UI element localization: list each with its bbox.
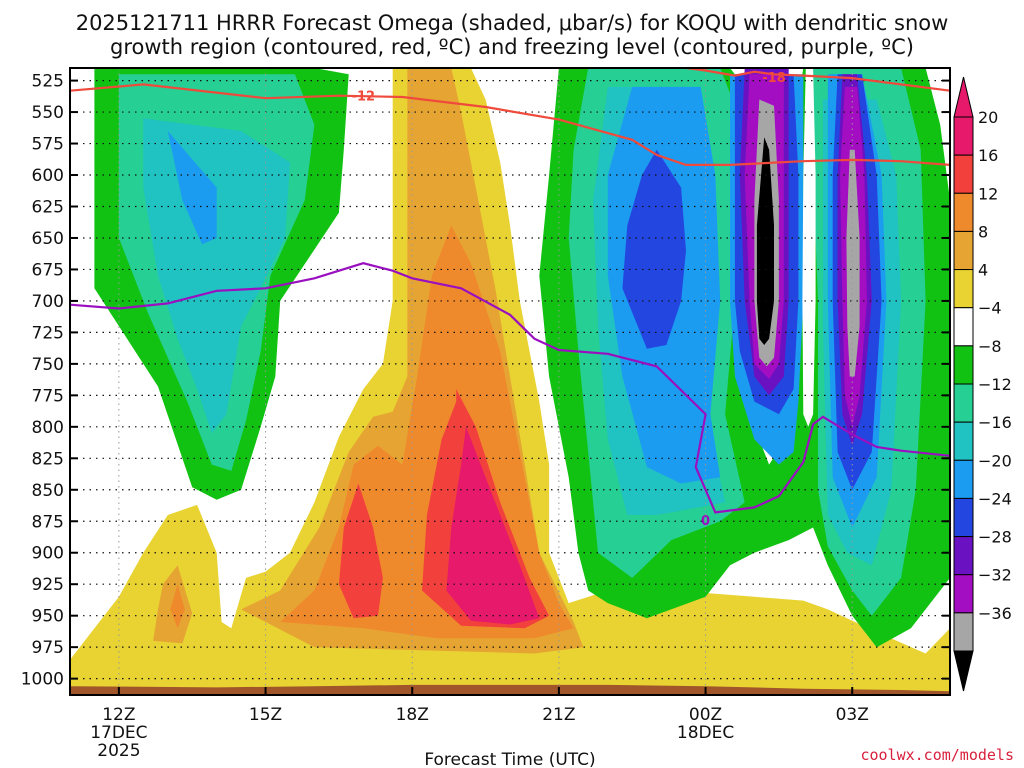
- y-tick-label-850: 850: [32, 481, 64, 501]
- colorbar-swatch-9: [953, 459, 974, 499]
- colorbar-arrow-bottom: [953, 650, 974, 692]
- x-tick-year-12Z: 2025: [97, 741, 140, 761]
- contour-dgz-minus12: [70, 83, 950, 166]
- omega-region-28: [846, 149, 860, 377]
- y-tick-label-625: 625: [32, 197, 64, 217]
- y-tick-label-525: 525: [32, 72, 64, 92]
- grid-lines: [70, 68, 950, 695]
- contour-label-dgz-minus12: -12: [352, 90, 376, 105]
- colorbar-label-13: −36: [978, 604, 1012, 623]
- contour-label-freezing-level: 0: [701, 514, 710, 529]
- omega-region-30: [802, 68, 816, 427]
- colorbar-label-1: 16: [978, 146, 998, 165]
- y-tick-label-950: 950: [32, 607, 64, 627]
- colorbar-swatch-12: [953, 574, 974, 614]
- colorbar-swatch-6: [953, 345, 974, 385]
- colorbar-swatch-8: [953, 421, 974, 461]
- colorbar-arrow-top: [953, 76, 974, 118]
- colorbar: 20 16 12 8 4 −4 −8 −12 −16 −20 −24 −28 −32 −36: [953, 76, 1012, 692]
- contour-freezing-level: [70, 262, 950, 514]
- colorbar-label-6: −8: [978, 337, 1002, 356]
- chart-title-line2: growth region (contoured, red, ºC) and f…: [110, 35, 914, 59]
- x-tick-label-15Z: 15Z: [249, 705, 282, 725]
- colorbar-label-11: −28: [978, 528, 1012, 547]
- omega-region-19: [622, 149, 686, 349]
- chart-title-line1: 2025121711 HRRR Forecast Omega (shaded, …: [76, 11, 949, 35]
- x-axis-label: Forecast Time (UTC): [424, 750, 595, 768]
- colorbar-label-8: −16: [978, 413, 1012, 432]
- credit-text: coolwx.com/models: [860, 746, 1014, 764]
- x-tick-label-21Z: 21Z: [542, 705, 575, 725]
- omega-region-9: [446, 426, 540, 625]
- y-tick-label-1000: 1000: [21, 670, 64, 690]
- contour-dgz-minus18: [677, 68, 950, 92]
- omega-region-31: [70, 684, 950, 695]
- x-tick-date-12Z: 17DEC: [90, 723, 147, 743]
- omega-region-3: [167, 131, 217, 245]
- omega-region-2: [143, 118, 290, 434]
- x-tick-date-00Z: 18DEC: [677, 723, 734, 743]
- x-tick-label-12Z: 12Z: [102, 705, 135, 725]
- colorbar-swatch-10: [953, 497, 974, 538]
- colorbar-swatch-7: [953, 383, 974, 423]
- y-tick-label-825: 825: [32, 449, 64, 469]
- colorbar-label-2: 12: [978, 184, 998, 203]
- colorbar-swatch-11: [953, 536, 974, 576]
- plot-frame: [69, 67, 951, 696]
- colorbar-label-7: −12: [978, 375, 1012, 394]
- y-tick-label-800: 800: [32, 418, 64, 438]
- contour-lines: -12 -18 0: [70, 68, 950, 529]
- colorbar-swatch-0: [953, 116, 974, 156]
- y-tick-label-675: 675: [32, 260, 64, 280]
- colorbar-label-5: −4: [978, 299, 1002, 318]
- plot-area: -12 -18 0: [70, 68, 950, 695]
- colorbar-swatch-5: [953, 307, 974, 347]
- y-tick-label-550: 550: [32, 103, 64, 123]
- colorbar-label-3: 8: [978, 222, 988, 241]
- y-tick-label-975: 975: [32, 638, 64, 658]
- colorbar-label-0: 20: [978, 108, 998, 127]
- colorbar-swatch-3: [953, 230, 974, 271]
- colorbar-label-4: 4: [978, 261, 988, 280]
- y-tick-label-600: 600: [32, 166, 64, 186]
- colorbar-swatch-2: [953, 192, 974, 232]
- x-tick-label-18Z: 18Z: [396, 705, 429, 725]
- omega-shading: [70, 68, 950, 695]
- omega-region-29: [756, 137, 774, 345]
- y-tick-label-725: 725: [32, 323, 64, 343]
- y-tick-label-700: 700: [32, 292, 64, 312]
- x-tick-label-00Z: 00Z: [689, 705, 722, 725]
- y-axis: 525 550 575 600 625 650 675 700 725 750 775 800 825 8…: [21, 72, 950, 690]
- contour-label-dgz-minus18: -18: [762, 71, 786, 86]
- colorbar-swatch-4: [953, 269, 974, 309]
- y-tick-label-575: 575: [32, 135, 64, 155]
- y-tick-label-900: 900: [32, 544, 64, 564]
- y-tick-label-650: 650: [32, 229, 64, 249]
- colorbar-label-10: −24: [978, 489, 1012, 508]
- y-tick-label-750: 750: [32, 355, 64, 375]
- y-tick-label-925: 925: [32, 575, 64, 595]
- colorbar-label-9: −20: [978, 451, 1012, 470]
- y-tick-label-875: 875: [32, 512, 64, 532]
- y-tick-label-775: 775: [32, 386, 64, 406]
- x-tick-label-03Z: 03Z: [836, 705, 869, 725]
- colorbar-swatch-13: [953, 612, 974, 652]
- omega-region-11: [170, 584, 185, 629]
- colorbar-swatch-1: [953, 154, 974, 194]
- colorbar-label-12: −32: [978, 566, 1012, 585]
